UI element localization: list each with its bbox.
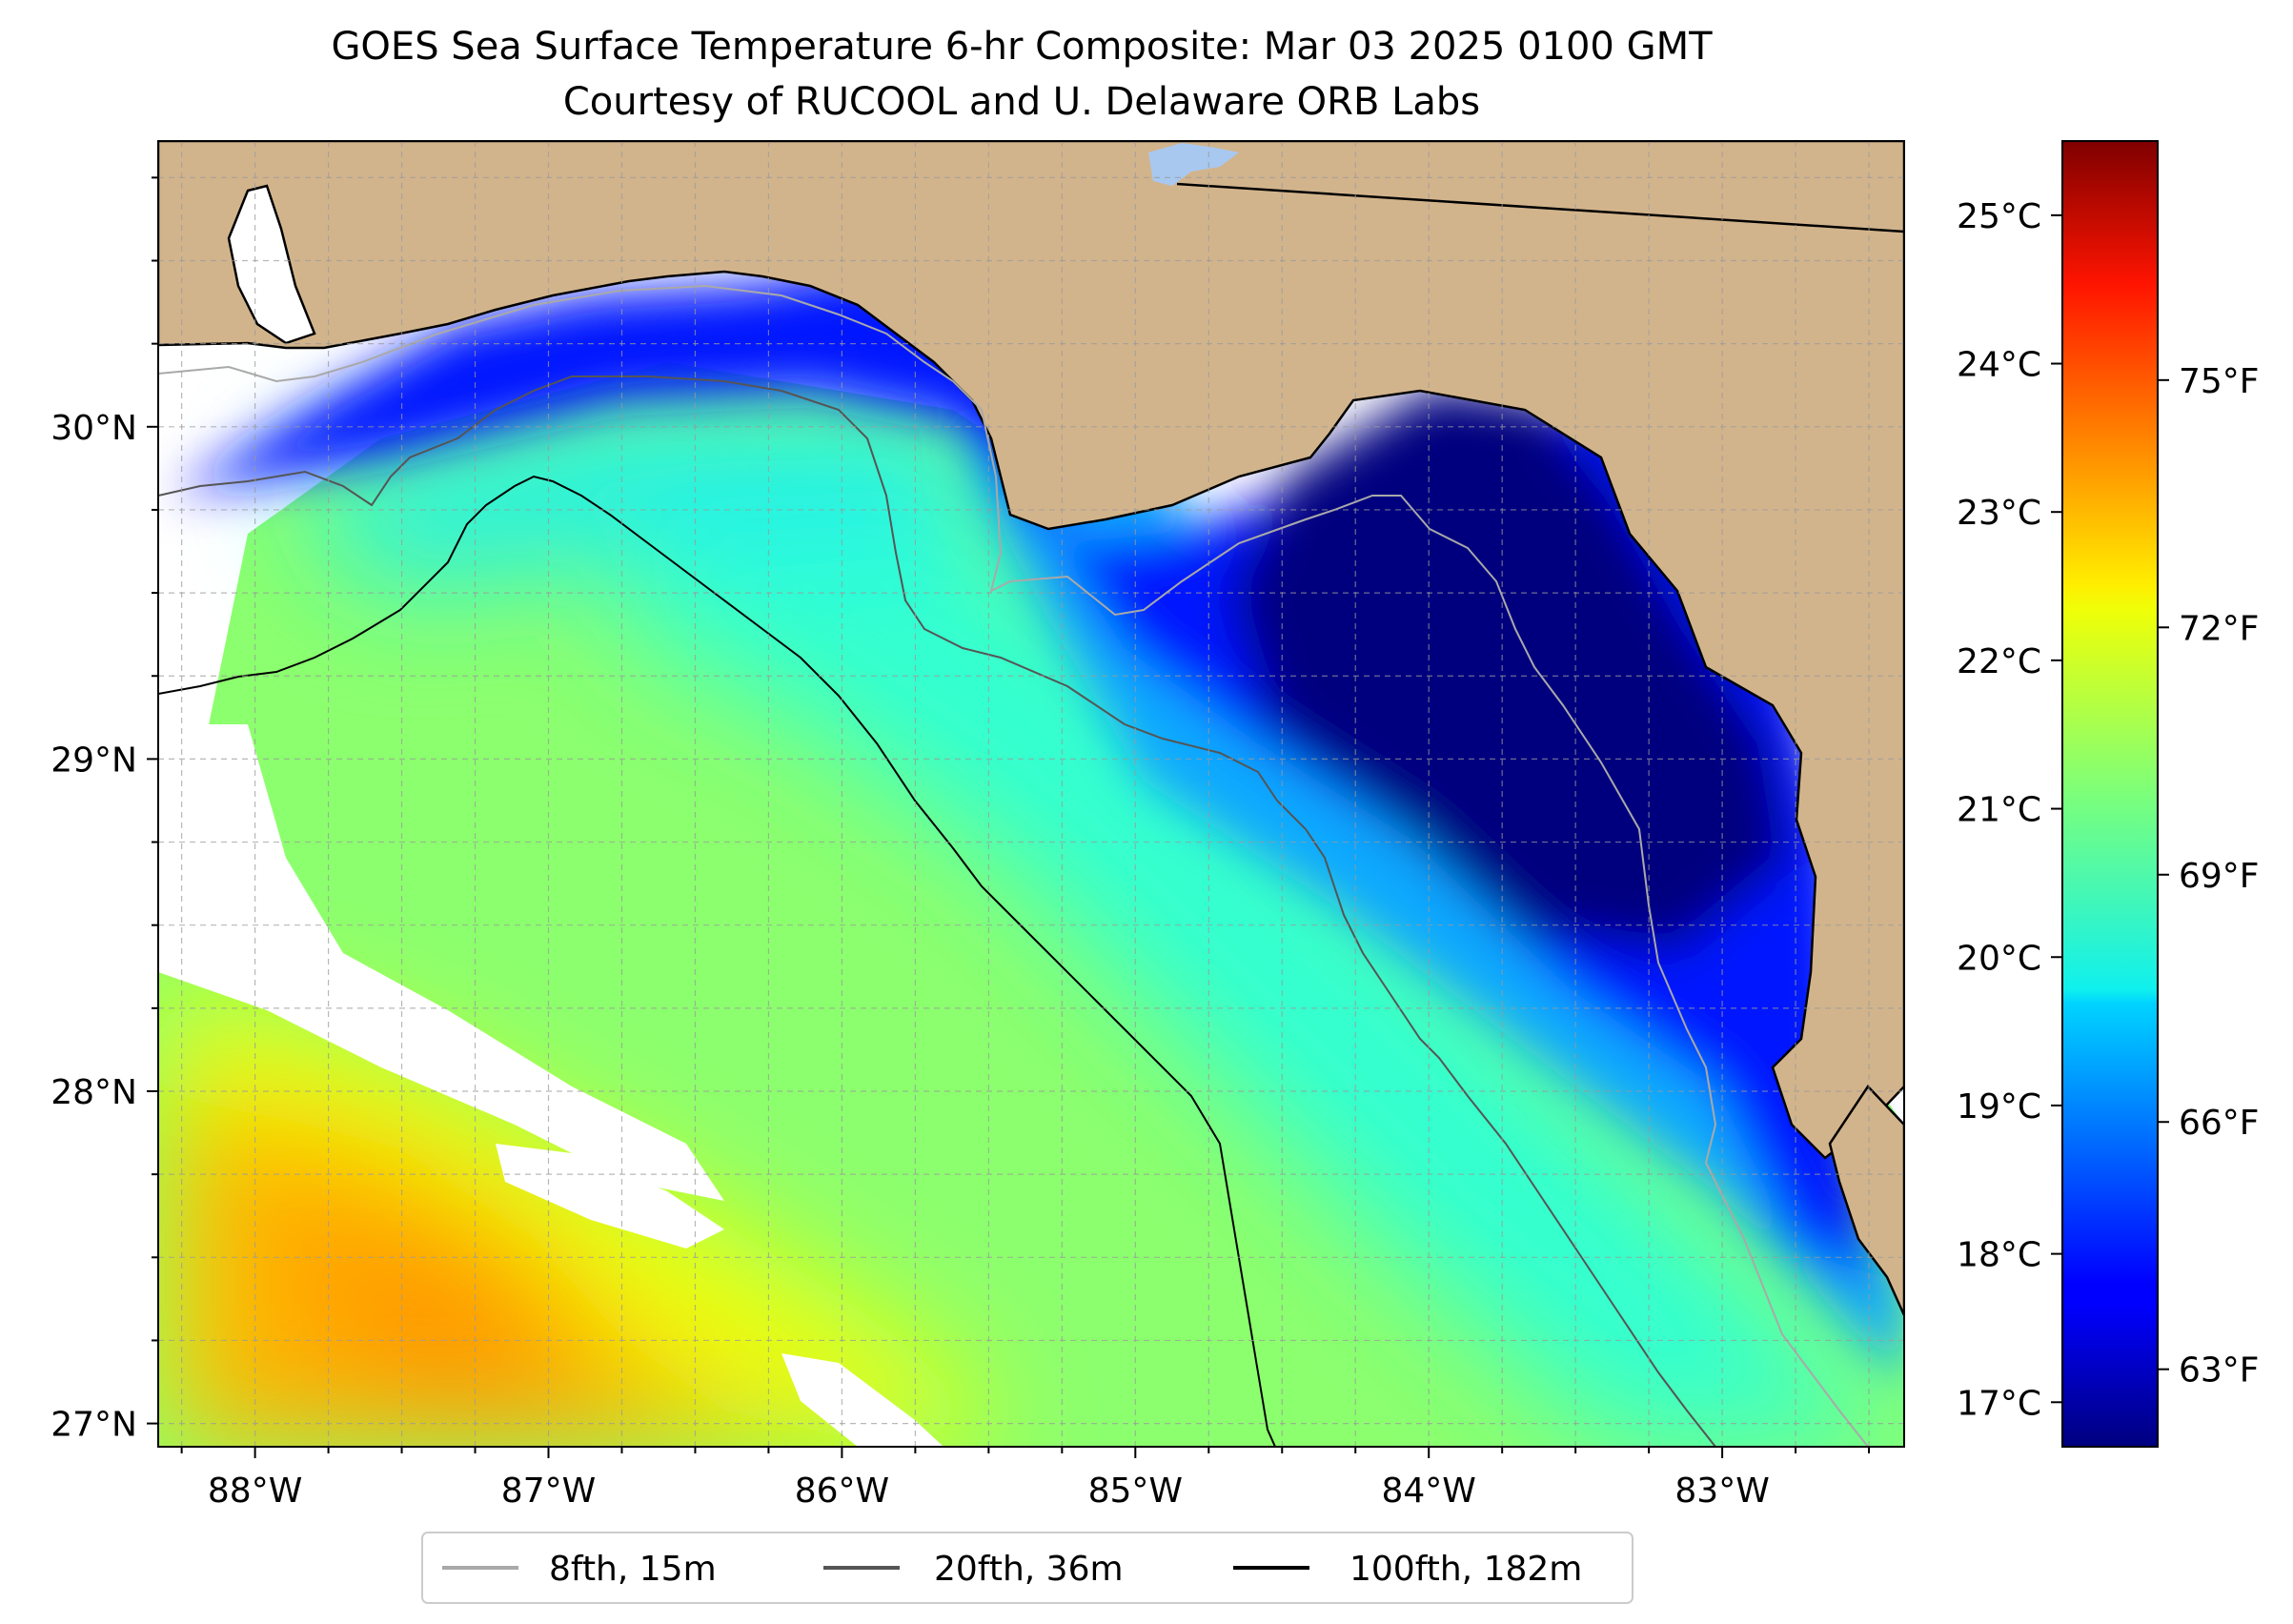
legend-label-8fth: 8fth, 15m: [549, 1550, 717, 1589]
fahrenheit-tick-label: 72°F: [2179, 609, 2260, 648]
lat-tick-label: 28°N: [51, 1073, 137, 1112]
sst-orange-hot: [305, 1220, 572, 1411]
celsius-tick-label: 24°C: [1957, 346, 2041, 385]
colorbar: 17°C 18°C 19°C 20°C 21°C 22°C 23°C 24°C 25°C 63°F…: [1957, 140, 2260, 1448]
celsius-tick-label: 22°C: [1957, 642, 2041, 681]
gridlines: [158, 141, 1904, 1447]
sst-darkest-bigbend: [1229, 386, 1792, 953]
title-line-1: GOES Sea Surface Temperature 6-hr Compos…: [331, 25, 1713, 69]
sst-field: [158, 267, 1904, 1447]
land-mobile-bay: [227, 184, 316, 345]
colorbar-gradient: [2061, 140, 2159, 1448]
lat-tick-label: 27°N: [51, 1406, 137, 1445]
lon-tick-label: 85°W: [1088, 1472, 1183, 1511]
title-line-2: Courtesy of RUCOOL and U. Delaware ORB L…: [563, 80, 1480, 124]
fahrenheit-tick-label: 69°F: [2179, 857, 2260, 896]
celsius-tick-label: 21°C: [1957, 791, 2041, 830]
lon-tick-label: 86°W: [795, 1472, 889, 1511]
lon-tick-label: 84°W: [1382, 1472, 1476, 1511]
isobath-100fth: [158, 475, 1276, 1447]
celsius-tick-label: 18°C: [1957, 1236, 2041, 1275]
legend-box: [421, 1532, 1634, 1604]
colorbar-ticks: 17°C 18°C 19°C 20°C 21°C 22°C 23°C 24°C 25°C 63°F…: [1957, 197, 2259, 1423]
isobath-8fth: [158, 284, 1869, 1447]
fahrenheit-tick-label: 66°F: [2179, 1104, 2260, 1143]
fahrenheit-tick-label: 63°F: [2179, 1351, 2260, 1391]
no-data-gap-mid: [496, 1144, 724, 1248]
no-data-gap-west: [158, 619, 724, 1201]
land-peninsula-west: [1828, 1085, 1904, 1316]
isobath-20fth: [158, 376, 1716, 1447]
celsius-tick-label: 19°C: [1957, 1087, 2041, 1127]
lon-tick-label: 83°W: [1674, 1472, 1769, 1511]
sst-cyan-west: [286, 410, 1001, 591]
celsius-tick-label: 20°C: [1957, 939, 2041, 978]
map-frame: [157, 140, 1905, 1448]
celsius-tick-label: 23°C: [1957, 494, 2041, 533]
legend-label-20fth: 20fth, 36m: [934, 1550, 1124, 1589]
legend: 8fth, 15m 20fth, 36m 100fth, 182m: [421, 1532, 1634, 1604]
lon-tick-label: 87°W: [501, 1472, 596, 1511]
sst-cyan-band: [619, 496, 1904, 1447]
celsius-tick-label: 25°C: [1957, 197, 2041, 236]
lat-tick-label: 29°N: [51, 741, 137, 780]
map-panel: [158, 141, 1904, 1447]
axis-labels: 88°W 87°W 86°W 85°W 84°W 83°W 27°N 28°N 29°N 30°N: [51, 176, 1871, 1511]
lat-tick-label: 30°N: [51, 409, 137, 448]
lon-tick-label: 88°W: [208, 1472, 302, 1511]
land-north-coast: [158, 141, 1904, 1160]
fahrenheit-tick-label: 75°F: [2179, 362, 2260, 401]
legend-label-100fth: 100fth, 182m: [1349, 1550, 1582, 1589]
celsius-tick-label: 17°C: [1957, 1384, 2041, 1423]
state-boundary: [1176, 182, 1904, 233]
lake-north: [1148, 143, 1239, 186]
